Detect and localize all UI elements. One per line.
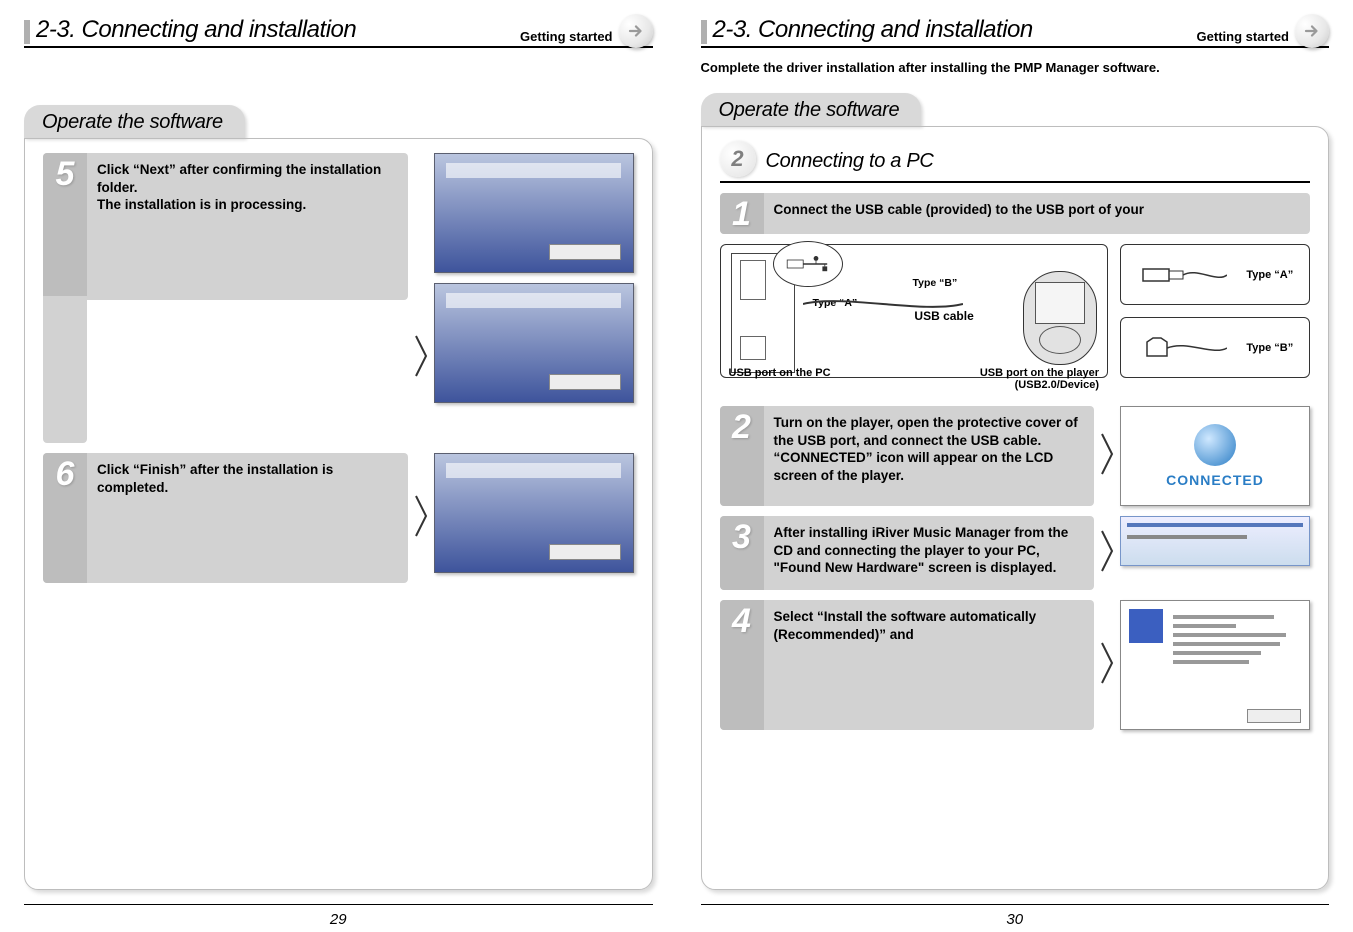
right-page: 2-3. Connecting and installation Getting… — [677, 0, 1353, 932]
box-tab: Operate the software — [701, 93, 922, 126]
found-hardware-screenshot — [1120, 516, 1310, 566]
subsection-title: Connecting to a PC — [766, 150, 934, 173]
subsection-number-icon: 2 — [720, 141, 756, 177]
screenshot-column: CONNECTED — [1120, 406, 1310, 506]
chapter-label: Getting started — [520, 29, 612, 44]
usb-cable-label: USB cable — [914, 309, 973, 323]
step-number: 6 — [43, 453, 87, 583]
usb-connection-diagram: Type “A” Type “B” USB cable USB port on … — [720, 244, 1311, 378]
step-block: 3 After installing iRiver Music Manager … — [720, 516, 1095, 590]
content-box: 5 Click “Next” after confirming the inst… — [24, 138, 653, 890]
player-device-icon — [1023, 271, 1097, 365]
page-header: 2-3. Connecting and installation Getting… — [701, 10, 1330, 48]
box-tab: Operate the software — [24, 105, 245, 138]
pointer-icon — [414, 494, 428, 543]
wizard-text-lines — [1173, 615, 1299, 669]
pointer-icon — [1100, 529, 1114, 578]
step-row-4: 4 Select “Install the software automatic… — [720, 600, 1311, 730]
step-text: Click “Finish” after the installation is… — [87, 453, 408, 583]
step-number: 3 — [720, 516, 764, 590]
type-b-label: Type “B” — [913, 277, 958, 289]
step-row-2: 2 Turn on the player, open the protectiv… — [720, 406, 1311, 506]
step-row-1: 1 Connect the USB cable (provided) to th… — [720, 193, 1311, 234]
connected-sphere-icon — [1194, 424, 1236, 466]
installer-screenshot — [434, 153, 634, 273]
page-number: 30 — [701, 904, 1330, 932]
pointer-icon — [414, 334, 428, 383]
page-header: 2-3. Connecting and installation Getting… — [24, 10, 653, 48]
step-tail — [43, 296, 87, 443]
step-block: 4 Select “Install the software automatic… — [720, 600, 1095, 730]
cable-area: Type “A” Type “B” USB cable — [803, 253, 1098, 373]
installer-screenshot — [434, 453, 634, 573]
step-text: Connect the USB cable (provided) to the … — [764, 193, 1311, 234]
type-a-label: Type “A” — [1246, 269, 1293, 281]
connected-screenshot: CONNECTED — [1120, 406, 1310, 506]
screenshot-column — [1120, 516, 1310, 590]
pointer-icon — [1100, 432, 1114, 481]
chapter-label: Getting started — [1197, 29, 1289, 44]
box-wrap: Operate the software — [701, 93, 1330, 126]
step-text: Select “Install the software automatical… — [764, 600, 1095, 730]
box-wrap: Operate the software — [24, 105, 653, 138]
connector-type-b: Type “B” — [1120, 317, 1310, 378]
step-block: 1 Connect the USB cable (provided) to th… — [720, 193, 1311, 234]
screenshot-column — [434, 453, 634, 583]
subsection-heading: 2 Connecting to a PC — [720, 141, 1311, 183]
step-block: 5 Click “Next” after confirming the inst… — [43, 153, 408, 300]
continue-arrow-icon — [619, 14, 653, 48]
step-row-5: 5 Click “Next” after confirming the inst… — [43, 153, 634, 443]
step-text: Turn on the player, open the protective … — [764, 406, 1095, 506]
header-accent-bar — [24, 20, 30, 44]
usb-port-player-label: USB port on the player — [980, 367, 1099, 379]
step-number: 5 — [43, 153, 87, 300]
screenshot-column — [1120, 600, 1310, 730]
step-row-3: 3 After installing iRiver Music Manager … — [720, 516, 1311, 590]
wizard-screenshot — [1120, 600, 1310, 730]
connector-type-a: Type “A” — [1120, 244, 1310, 305]
page-number: 29 — [24, 904, 653, 932]
wizard-icon — [1129, 609, 1163, 643]
step-text: After installing iRiver Music Manager fr… — [764, 516, 1095, 590]
intro-text: Complete the driver installation after i… — [701, 60, 1330, 75]
step-text: Click “Next” after confirming the instal… — [87, 153, 408, 300]
connector-types-column: Type “A” Type “B” — [1120, 244, 1310, 378]
content-box: 2 Connecting to a PC 1 Connect the USB c… — [701, 126, 1330, 890]
diagram-main: Type “A” Type “B” USB cable USB port on … — [720, 244, 1109, 378]
connected-label: CONNECTED — [1166, 472, 1264, 488]
step-row-6: 6 Click “Finish” after the installation … — [43, 453, 634, 583]
step-number: 1 — [720, 193, 764, 234]
step-number: 2 — [720, 406, 764, 506]
step-block: 6 Click “Finish” after the installation … — [43, 453, 408, 583]
header-accent-bar — [701, 20, 707, 44]
type-b-label: Type “B” — [1246, 342, 1293, 354]
installer-screenshot — [434, 283, 634, 403]
step-block: 2 Turn on the player, open the protectiv… — [720, 406, 1095, 506]
left-page: 2-3. Connecting and installation Getting… — [0, 0, 677, 932]
screenshot-column — [434, 153, 634, 443]
continue-arrow-icon — [1295, 14, 1329, 48]
wizard-button — [1247, 709, 1301, 723]
page-title: 2-3. Connecting and installation — [36, 16, 520, 44]
step-number: 4 — [720, 600, 764, 730]
page-title: 2-3. Connecting and installation — [713, 16, 1197, 44]
pointer-icon — [1100, 641, 1114, 690]
usb-port-player-sublabel: (USB2.0/Device) — [1015, 379, 1099, 391]
usb-port-pc-label: USB port on the PC — [729, 367, 831, 379]
